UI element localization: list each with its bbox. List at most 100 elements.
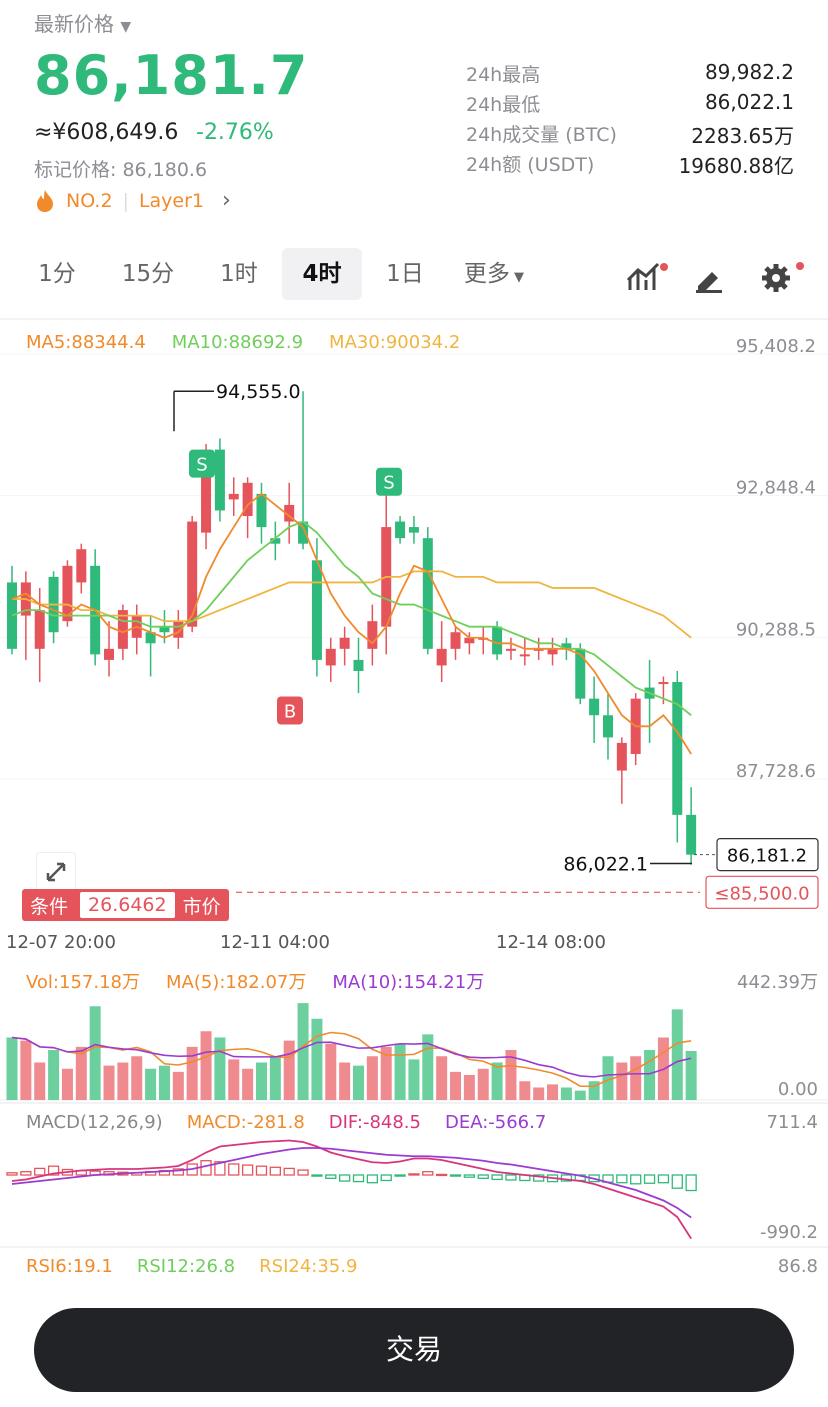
- candle-body: [395, 521, 406, 539]
- volume-bar: [505, 1050, 517, 1100]
- macd-bar: [560, 1174, 573, 1182]
- candle-body: [353, 659, 364, 671]
- macd-bar: [463, 1174, 476, 1178]
- volume-bar: [450, 1071, 462, 1100]
- tab-15m[interactable]: 15分: [121, 261, 175, 287]
- indicator-icon[interactable]: [626, 262, 670, 294]
- volume-bar: [6, 1037, 18, 1100]
- tab-more[interactable]: 更多 ▼: [452, 248, 536, 300]
- volume-bar: [172, 1071, 184, 1100]
- trade-marker-bg: [189, 449, 215, 478]
- macd-bar: [449, 1174, 462, 1177]
- candle-body: [270, 538, 281, 544]
- macd-bar: [34, 1167, 46, 1176]
- volume-bar: [269, 1056, 281, 1100]
- latest-price-label: 最新价格: [34, 12, 114, 36]
- macd-bar: [255, 1165, 268, 1176]
- x-tick-label: 12-11 04:00: [220, 932, 330, 953]
- volume-bar: [283, 1040, 295, 1100]
- volume-bar: [671, 1009, 683, 1100]
- volume-bar: [117, 1062, 129, 1100]
- macd-bar: [533, 1174, 545, 1182]
- ma5-line: [11, 492, 692, 755]
- stat-high-value: 89,982.2: [704, 60, 794, 84]
- candle-body: [436, 648, 447, 666]
- candle-body: [214, 449, 225, 511]
- settings-gear-icon[interactable]: [760, 260, 808, 296]
- candle-body: [533, 648, 544, 651]
- latest-price-dropdown[interactable]: 最新价格 ▼: [34, 8, 131, 37]
- candle-body: [450, 632, 461, 649]
- macd-bar: [422, 1171, 434, 1176]
- tab-more-label: 更多: [463, 261, 510, 287]
- trade-button[interactable]: 交易: [34, 1308, 794, 1392]
- ma10-legend: MA10:88692.9: [171, 332, 304, 353]
- volume-bar: [380, 1046, 392, 1100]
- tab-1d[interactable]: 1日: [386, 261, 424, 287]
- volume-bar: [616, 1062, 628, 1100]
- draw-pen-icon[interactable]: [694, 264, 724, 294]
- volume-bar: [131, 1056, 143, 1100]
- macd-bar: [671, 1174, 683, 1189]
- macd-bar: [269, 1166, 281, 1176]
- candlestick-chart[interactable]: 95,408.2 92,848.4 90,288.5 87,728.6 94,555.0…: [0, 320, 828, 960]
- rsi6-value: RSI6:19.1: [26, 1256, 113, 1277]
- x-tick-label: 12-07 20:00: [6, 932, 116, 953]
- candle-body: [325, 648, 336, 666]
- condition-type: 市价: [182, 895, 221, 918]
- y-tick-label: 90,288.5: [736, 619, 816, 640]
- condition-label: 条件: [30, 895, 69, 918]
- candle-body: [686, 814, 697, 855]
- macd-bar: [380, 1174, 392, 1182]
- stat-volume-value: 2283.65万: [691, 124, 794, 148]
- candle-body: [242, 482, 253, 517]
- macd-legend: MACD(12,26,9) MACD:-281.8 DIF:-848.5 DEA…: [26, 1112, 546, 1133]
- current-price-box: [716, 838, 819, 872]
- candle-body: [547, 648, 558, 655]
- dif-value: DIF:-848.5: [328, 1112, 421, 1133]
- price-change: -2.76%: [196, 120, 274, 145]
- candle-body: [422, 538, 433, 649]
- volume-bar: [366, 1056, 378, 1100]
- volume-bar: [20, 1040, 32, 1100]
- candle-body: [575, 648, 586, 699]
- stat-high-label: 24h最高: [466, 64, 541, 86]
- volume-bar: [242, 1068, 254, 1100]
- volume-bar: [75, 1046, 87, 1100]
- tab-1h[interactable]: 1时: [220, 261, 258, 287]
- macd-bar: [20, 1171, 32, 1176]
- ma10-line: [11, 520, 692, 716]
- rank-tags[interactable]: NO.2 | Layer1 ›: [34, 188, 231, 213]
- tab-4h[interactable]: 4时: [282, 248, 362, 300]
- chevron-down-icon: ▼: [120, 19, 132, 35]
- stat-low-value: 86,022.1: [704, 90, 794, 114]
- volume-bar: [339, 1062, 351, 1100]
- macd-bar: [200, 1160, 212, 1176]
- macd-bar: [630, 1174, 642, 1185]
- macd-axis-bottom: -990.2: [759, 1222, 818, 1243]
- stat-volume-label: 24h成交量 (BTC): [466, 124, 617, 146]
- volume-bar: [145, 1068, 157, 1100]
- candle-body: [298, 521, 309, 544]
- vol-axis-top: 442.39万: [737, 972, 818, 993]
- divider: [0, 318, 828, 320]
- trade-marker-label: B: [284, 702, 296, 723]
- tab-1m[interactable]: 1分: [38, 261, 76, 287]
- candle-body: [492, 626, 503, 655]
- volume-bar: [297, 1003, 309, 1100]
- trade-marker-label: S: [196, 455, 207, 476]
- trigger-price-label: ≤85,500.0: [714, 883, 809, 904]
- macd-bar: [477, 1174, 489, 1179]
- dea-value: DEA:-566.7: [444, 1112, 547, 1133]
- interval-tabs: 1分 15分 1时 4时 1日 更多 ▼: [0, 248, 828, 308]
- volume-bar: [228, 1059, 240, 1100]
- volume-bar: [325, 1043, 337, 1100]
- volume-bar: [644, 1050, 656, 1100]
- macd-bar: [6, 1172, 18, 1176]
- volume-bar: [103, 1065, 115, 1100]
- ma5-legend: MA5:88344.4: [26, 332, 146, 353]
- condition-order-bar[interactable]: 条件 26.6462 市价: [22, 889, 229, 921]
- expand-icon[interactable]: [36, 852, 76, 892]
- vol-ma10-legend: MA(10):154.21万: [332, 972, 485, 993]
- candle-body: [589, 698, 600, 716]
